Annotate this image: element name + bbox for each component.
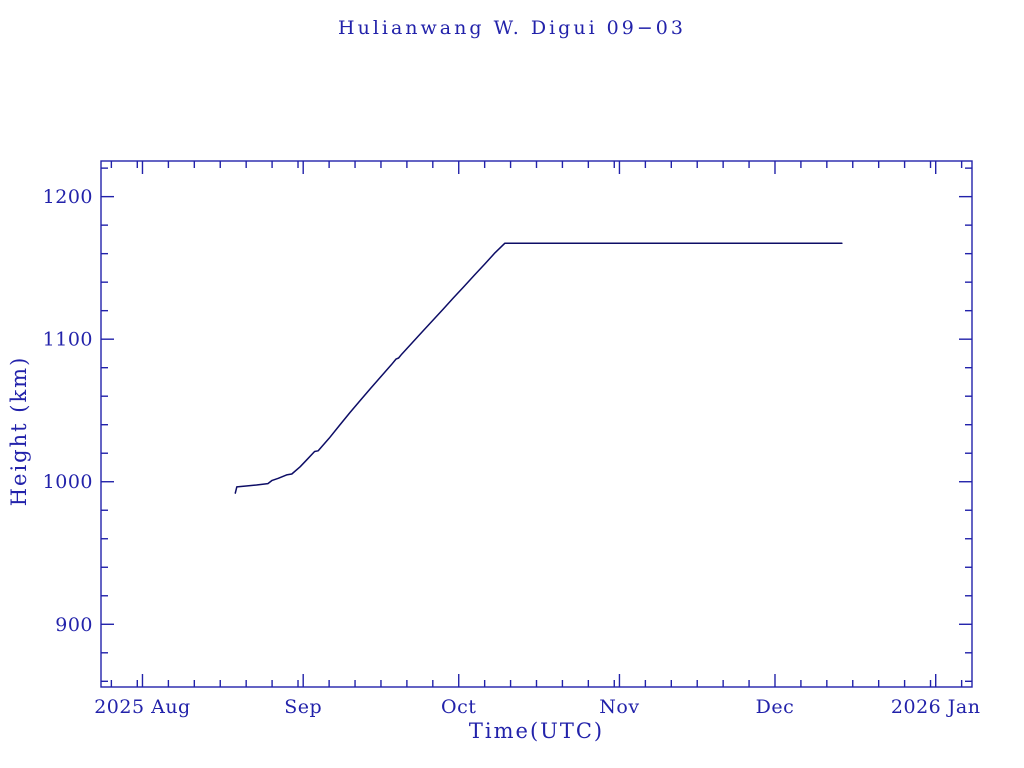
- x-axis-label: Time(UTC): [468, 719, 605, 743]
- x-tick-label: Dec: [756, 696, 795, 718]
- y-tick-label: 1100: [43, 329, 93, 351]
- x-tick-label: Nov: [599, 696, 639, 718]
- y-tick-label: 1200: [43, 186, 93, 208]
- x-tick-label: Sep: [284, 696, 322, 718]
- height-curve: [234, 242, 843, 494]
- y-axis-label: Height (km): [7, 355, 31, 507]
- plot-border: [100, 160, 973, 688]
- y-tick-label: 900: [55, 614, 93, 636]
- y-tick-label: 1000: [43, 471, 93, 493]
- chart-title: Hulianwang W. Digui 09−03: [338, 17, 686, 39]
- x-tick-label: 2025 Aug: [94, 696, 191, 718]
- x-tick-label: 2026 Jan: [891, 696, 981, 718]
- x-tick-label: Oct: [441, 696, 476, 718]
